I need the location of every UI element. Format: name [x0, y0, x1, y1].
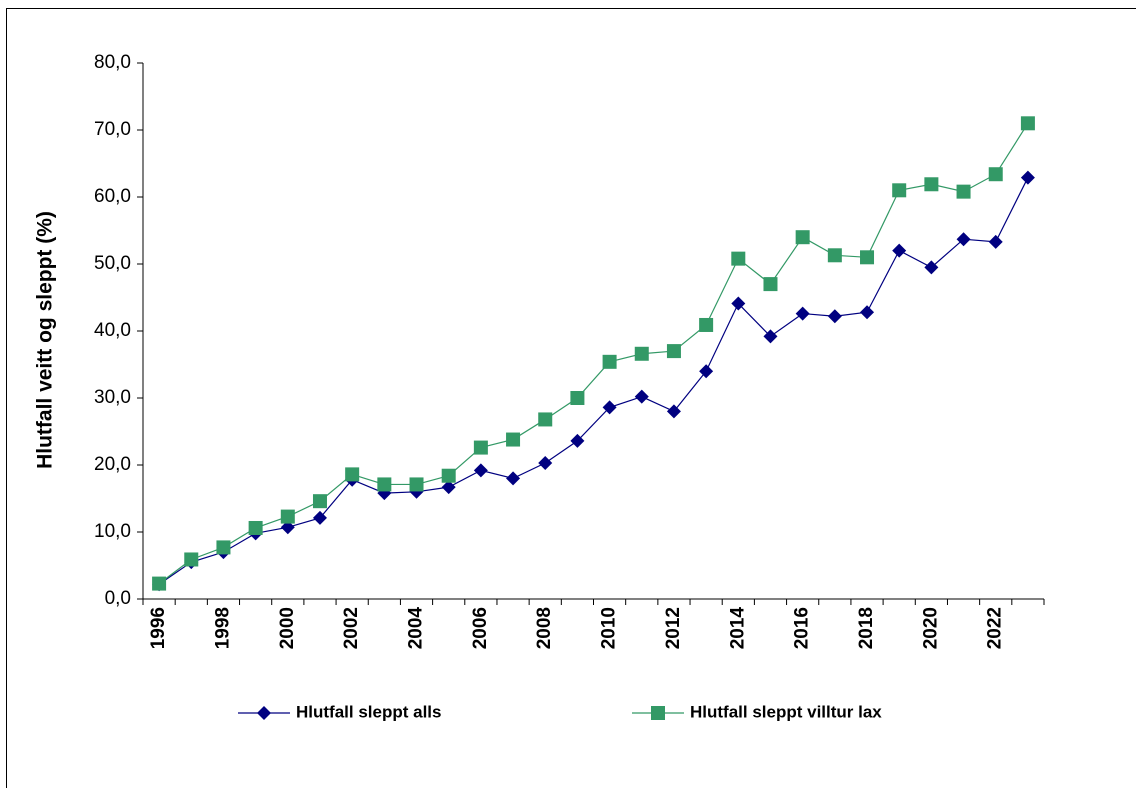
- point: [988, 167, 1003, 182]
- x-tick-label: 2002: [341, 607, 362, 649]
- point: [634, 346, 649, 361]
- point: [538, 455, 553, 470]
- y-tick-label: 40,0: [94, 320, 131, 341]
- x-tick-label: 2010: [599, 607, 620, 649]
- point: [570, 391, 585, 405]
- series-line: [158, 122, 1029, 585]
- series-line: [158, 177, 1029, 585]
- y-tick-label: 0,0: [105, 588, 131, 609]
- point: [473, 440, 488, 455]
- point: [152, 576, 167, 591]
- x-tick-label: 2016: [792, 607, 813, 649]
- y-tick-label: 20,0: [94, 454, 131, 475]
- y-tick-label: 10,0: [94, 521, 131, 542]
- point: [248, 520, 263, 535]
- legend-marker: [257, 706, 271, 720]
- y-tick-label: 30,0: [94, 387, 131, 408]
- point: [795, 306, 810, 321]
- point: [827, 248, 842, 263]
- point: [1020, 170, 1035, 185]
- point: [666, 344, 681, 359]
- point: [280, 509, 295, 524]
- point: [441, 480, 456, 495]
- y-tick-label: 80,0: [94, 52, 131, 73]
- point: [795, 230, 810, 245]
- point: [956, 184, 971, 199]
- point: [409, 477, 424, 492]
- point: [924, 260, 939, 275]
- x-tick-label: 2006: [470, 607, 491, 649]
- x-tick-label: 1996: [148, 607, 169, 649]
- point: [892, 183, 907, 198]
- x-tick-label: 2000: [277, 607, 298, 649]
- y-tick-label: 60,0: [94, 186, 131, 207]
- x-tick-label: 2012: [663, 607, 684, 649]
- x-tick-label: 2004: [406, 607, 427, 650]
- point: [345, 467, 360, 482]
- point: [956, 232, 971, 247]
- legend-label: Hlutfall sleppt alls: [296, 702, 441, 721]
- y-axis-label: Hlutfall veitt og sleppt (%): [34, 211, 57, 469]
- legend-label: Hlutfall sleppt villtur lax: [690, 702, 882, 721]
- point: [860, 305, 875, 320]
- point: [763, 329, 778, 344]
- point: [699, 364, 714, 379]
- point: [312, 494, 327, 509]
- point: [216, 540, 231, 555]
- x-tick-label: 2014: [727, 607, 748, 650]
- point: [473, 463, 488, 478]
- point: [506, 432, 521, 447]
- point: [441, 468, 456, 483]
- x-tick-label: 2020: [920, 607, 941, 649]
- x-tick-label: 1998: [212, 607, 233, 649]
- point: [924, 177, 939, 192]
- point: [731, 296, 746, 311]
- point: [763, 277, 778, 292]
- x-tick-label: 2022: [985, 607, 1006, 649]
- point: [377, 477, 392, 492]
- point: [312, 510, 327, 525]
- point: [860, 250, 875, 265]
- x-tick-label: 2008: [534, 607, 555, 649]
- legend-marker: [651, 706, 665, 720]
- point: [602, 354, 617, 369]
- point: [1020, 116, 1035, 131]
- point: [184, 552, 199, 567]
- point: [699, 317, 714, 332]
- point: [892, 243, 907, 258]
- point: [634, 389, 649, 404]
- point: [988, 234, 1003, 249]
- y-tick-label: 70,0: [94, 119, 131, 140]
- point: [827, 309, 842, 324]
- point: [538, 412, 553, 427]
- x-tick-label: 2018: [856, 607, 877, 649]
- point: [570, 433, 585, 448]
- point: [666, 404, 681, 419]
- point: [506, 471, 521, 486]
- y-tick-label: 50,0: [94, 253, 131, 274]
- point: [280, 520, 295, 535]
- point: [731, 251, 746, 266]
- point: [602, 400, 617, 415]
